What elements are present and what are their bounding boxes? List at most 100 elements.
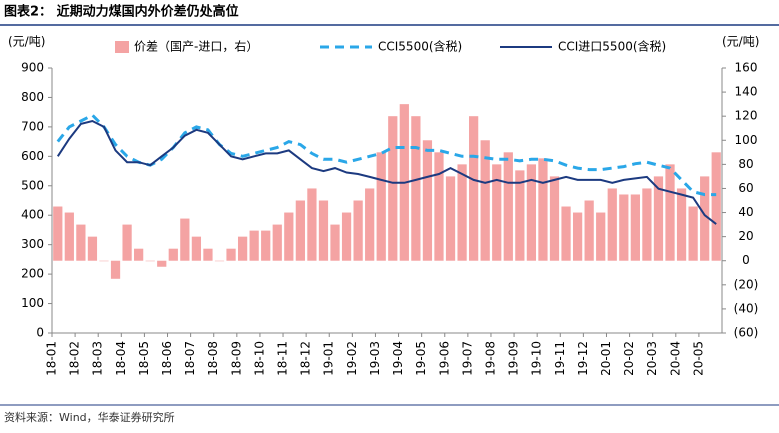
bar	[445, 176, 456, 261]
x-tick-label: 18-09	[229, 341, 243, 376]
x-tick-label: 19-12	[576, 341, 590, 376]
bar	[642, 188, 652, 261]
legend-label: CCI5500(含税)	[378, 39, 462, 54]
x-tick-label: 19-02	[345, 341, 359, 376]
x-tick-label: 18-11	[276, 341, 290, 376]
y2-tick-label: 140	[735, 85, 758, 99]
y2-tick-label: (20)	[734, 277, 759, 291]
x-tick-label: 19-04	[391, 341, 405, 376]
bar	[87, 236, 98, 261]
x-tick-label: 19-03	[368, 341, 382, 376]
bar	[653, 176, 664, 261]
y-axis-label: (元/吨)	[8, 35, 45, 49]
bar	[365, 188, 375, 261]
x-tick-label: 18-05	[137, 341, 151, 376]
x-tick-label: 18-12	[299, 341, 313, 376]
y2-tick-label: (40)	[734, 301, 759, 315]
bar	[284, 212, 294, 261]
y2-tick-label: 80	[738, 157, 753, 171]
bar	[538, 158, 548, 261]
bar	[203, 248, 213, 261]
bar	[53, 206, 63, 261]
x-tick-label: 20-01	[599, 341, 613, 376]
bar	[711, 152, 721, 261]
bar	[549, 176, 560, 261]
y-tick-label: 800	[21, 90, 44, 104]
y-tick-label: 600	[21, 149, 44, 163]
bar	[191, 236, 202, 261]
x-tick-label: 19-05	[414, 341, 428, 376]
bar	[676, 188, 687, 261]
x-tick-label: 18-04	[114, 341, 128, 376]
y2-tick-label: 0	[742, 253, 750, 267]
x-tick-label: 18-03	[91, 341, 105, 376]
bar	[665, 164, 675, 261]
bar	[561, 206, 571, 261]
bar	[295, 200, 305, 261]
bar	[388, 116, 398, 261]
bar	[318, 200, 329, 261]
y2-tick-label: 60	[738, 181, 753, 195]
x-tick-label: 20-05	[691, 341, 705, 376]
x-tick-label: 19-11	[553, 341, 567, 376]
x-tick-label: 19-07	[460, 341, 474, 376]
bar	[76, 224, 86, 261]
bar	[619, 194, 629, 261]
bar	[145, 260, 155, 262]
bar	[411, 116, 421, 261]
y-tick-label: 400	[21, 208, 44, 222]
x-tick-label: 18-07	[183, 341, 197, 376]
bar	[700, 176, 710, 261]
x-tick-label: 18-10	[252, 341, 266, 376]
y2-tick-label: 160	[735, 61, 758, 75]
x-tick-label: 20-04	[668, 341, 682, 376]
legend-label: CCI进口5500(含税)	[558, 39, 666, 54]
bar	[526, 164, 537, 261]
bar	[376, 152, 386, 261]
bar	[261, 230, 271, 261]
x-tick-label: 19-09	[507, 341, 521, 376]
bar	[122, 224, 132, 261]
bar	[596, 212, 606, 261]
bar	[214, 260, 225, 262]
line-series	[56, 119, 717, 225]
bar	[341, 212, 352, 261]
bar	[64, 212, 74, 261]
bar	[99, 260, 109, 262]
bar	[434, 152, 444, 261]
x-tick-label: 18-01	[45, 341, 59, 376]
x-tick-label: 20-03	[645, 341, 659, 376]
y-tick-label: 0	[36, 326, 44, 340]
bar	[353, 200, 363, 261]
bar	[688, 206, 698, 261]
y-tick-label: 200	[21, 267, 44, 281]
x-tick-label: 19-06	[437, 341, 451, 376]
bar	[584, 200, 594, 261]
bar	[503, 152, 513, 261]
source: 资料来源：Wind，华泰证券研究所	[4, 410, 175, 424]
bar	[157, 260, 167, 267]
x-tick-label: 19-01	[322, 341, 336, 376]
y-tick-label: 500	[21, 178, 44, 192]
x-tick-label: 20-02	[622, 341, 636, 376]
line-series	[56, 113, 717, 197]
bar	[469, 116, 479, 261]
bar	[607, 188, 617, 261]
bar	[110, 260, 121, 279]
bar	[515, 170, 525, 261]
y2-axis-label: (元/吨)	[722, 35, 759, 49]
bar	[168, 248, 178, 261]
x-tick-label: 18-02	[68, 341, 82, 376]
y2-tick-label: 20	[738, 229, 753, 243]
bar	[480, 140, 490, 261]
y-tick-label: 700	[21, 119, 44, 133]
y2-tick-label: (60)	[734, 326, 759, 340]
x-tick-label: 18-06	[160, 341, 174, 376]
bar	[249, 230, 259, 261]
x-tick-label: 18-08	[206, 341, 220, 376]
bar	[307, 188, 317, 261]
y2-tick-label: 120	[735, 109, 758, 123]
y2-tick-label: 40	[738, 205, 753, 219]
bar	[134, 248, 144, 261]
